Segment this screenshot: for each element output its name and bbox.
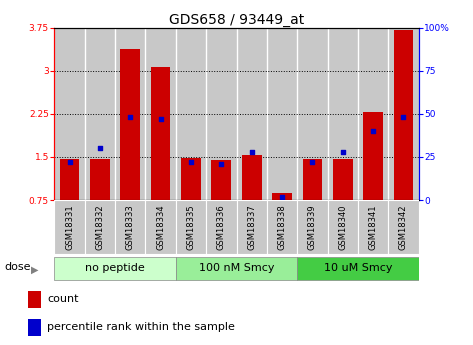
Point — [308, 159, 316, 165]
Point — [339, 149, 347, 155]
Text: GSM18337: GSM18337 — [247, 204, 256, 250]
Bar — [236, 200, 267, 254]
Bar — [176, 28, 206, 200]
Title: GDS658 / 93449_at: GDS658 / 93449_at — [169, 12, 304, 27]
Text: percentile rank within the sample: percentile rank within the sample — [47, 323, 235, 333]
Text: 10 uM Smcy: 10 uM Smcy — [324, 263, 392, 273]
Bar — [115, 200, 146, 254]
Text: dose: dose — [5, 262, 31, 272]
Bar — [267, 28, 297, 200]
Point — [126, 115, 134, 120]
Bar — [236, 28, 267, 200]
Bar — [54, 28, 85, 200]
Bar — [327, 200, 358, 254]
Bar — [206, 28, 236, 200]
Bar — [151, 67, 170, 200]
Bar — [60, 159, 79, 200]
Point — [66, 159, 73, 165]
Bar — [115, 28, 146, 200]
Point — [96, 146, 104, 151]
Text: GSM18336: GSM18336 — [217, 204, 226, 250]
Bar — [358, 28, 388, 200]
Text: GSM18341: GSM18341 — [368, 204, 377, 249]
Text: GSM18335: GSM18335 — [186, 204, 195, 250]
Text: GSM18334: GSM18334 — [156, 204, 165, 250]
Bar — [297, 200, 327, 254]
Text: GSM18333: GSM18333 — [126, 204, 135, 250]
Bar — [176, 257, 297, 280]
Bar — [90, 159, 110, 200]
Bar — [272, 193, 292, 200]
Text: GSM18338: GSM18338 — [278, 204, 287, 250]
Bar — [297, 28, 327, 200]
Bar — [181, 158, 201, 200]
Point — [187, 159, 195, 165]
Bar — [327, 28, 358, 200]
Text: GSM18342: GSM18342 — [399, 204, 408, 249]
Point — [248, 149, 255, 155]
Bar — [85, 200, 115, 254]
Point — [278, 194, 286, 199]
Text: ▶: ▶ — [31, 265, 38, 275]
Text: 100 nM Smcy: 100 nM Smcy — [199, 263, 274, 273]
Bar — [358, 200, 388, 254]
Bar — [145, 28, 176, 200]
Bar — [145, 200, 176, 254]
Bar — [85, 28, 115, 200]
Point — [400, 115, 407, 120]
Bar — [54, 257, 176, 280]
Text: GSM18339: GSM18339 — [308, 204, 317, 250]
Bar — [206, 200, 236, 254]
Bar — [267, 200, 297, 254]
Bar — [363, 112, 383, 200]
Bar — [211, 160, 231, 200]
Bar — [388, 200, 419, 254]
Bar — [176, 200, 206, 254]
Bar — [394, 30, 413, 200]
Bar — [388, 28, 419, 200]
Bar — [28, 291, 41, 307]
Text: count: count — [47, 294, 79, 304]
Bar — [28, 319, 41, 336]
Point — [218, 161, 225, 167]
Text: GSM18340: GSM18340 — [338, 204, 347, 249]
Text: no peptide: no peptide — [85, 263, 145, 273]
Bar — [121, 49, 140, 200]
Text: GSM18332: GSM18332 — [96, 204, 105, 250]
Bar — [54, 200, 85, 254]
Bar — [333, 159, 352, 200]
Bar — [297, 257, 419, 280]
Bar — [303, 159, 322, 200]
Bar — [242, 155, 262, 200]
Text: GSM18331: GSM18331 — [65, 204, 74, 250]
Point — [157, 116, 165, 122]
Point — [369, 128, 377, 134]
